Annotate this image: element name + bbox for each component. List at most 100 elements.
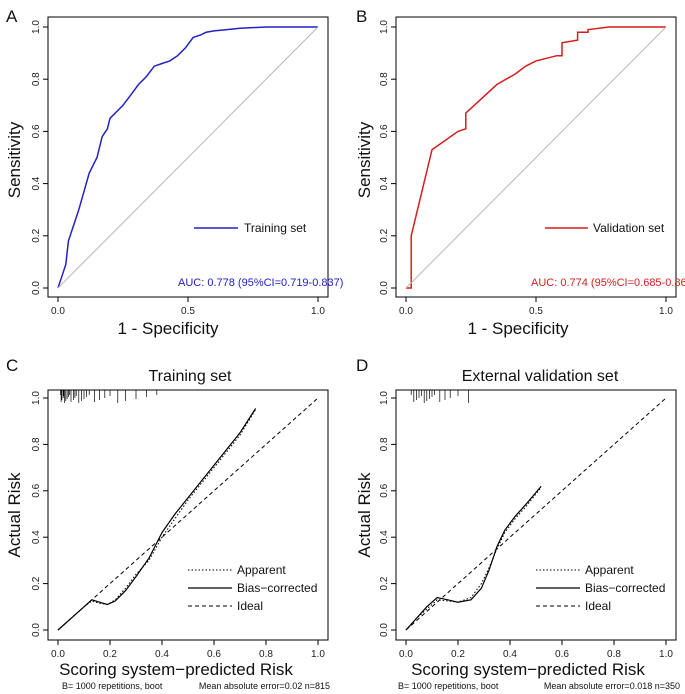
footnote-left: B= 1000 repetitions, boot xyxy=(398,681,499,691)
y-tick-label: 0.8 xyxy=(31,437,42,451)
curves xyxy=(57,26,319,289)
legend-label-bias-corrected: Bias−corrected xyxy=(237,581,317,595)
x-ticks: 0.0 0.2 0.4 0.6 0.8 1.0 xyxy=(399,640,673,660)
x-tick-label: 1.0 xyxy=(311,649,325,660)
footnote-right: Mean absolute error=0.02 n=815 xyxy=(199,681,330,691)
y-tick-label: 0.4 xyxy=(379,530,390,544)
footnote-right: Mean absolute error=0.018 n=350 xyxy=(544,681,680,691)
apparent-line xyxy=(405,486,542,631)
chart-title: External validation set xyxy=(462,368,619,385)
legend-label: Training set xyxy=(244,221,307,235)
y-tick-label: 0.2 xyxy=(379,228,390,242)
bias-corrected-line xyxy=(57,408,257,631)
bias-corrected-line xyxy=(405,485,542,631)
y-tick-label: 0.2 xyxy=(31,228,42,242)
y-tick-label: 0.4 xyxy=(31,176,42,190)
ideal-line xyxy=(405,397,667,631)
x-axis-label: 1 - Specificity xyxy=(467,319,569,338)
x-tick-label: 1.0 xyxy=(311,306,325,317)
legend-label-ideal: Ideal xyxy=(237,599,263,613)
y-axis-label: Actual Risk xyxy=(355,472,374,558)
y-tick-label: 1.0 xyxy=(379,391,390,405)
y-ticks: 0.0 0.2 0.4 0.6 0.8 1.0 xyxy=(31,20,48,295)
x-tick-label: 0.8 xyxy=(259,649,273,660)
auc-annotation: AUC: 0.774 (95%CI=0.685-0.863) xyxy=(531,277,685,289)
y-tick-label: 0.6 xyxy=(31,124,42,138)
x-tick-label: 0.0 xyxy=(399,649,413,660)
panel-d: D External validation set 0.00.20.40.60.… xyxy=(355,356,680,691)
y-tick-label: 0.8 xyxy=(31,72,42,86)
x-tick-label: 0.8 xyxy=(607,649,621,660)
y-tick-label: 0.8 xyxy=(379,72,390,86)
roc-curve xyxy=(57,26,318,289)
x-tick-label: 1.0 xyxy=(659,649,673,660)
y-axis-label: Sensitivity xyxy=(355,121,374,198)
y-tick-label: 0.4 xyxy=(31,530,42,544)
panel-label-a: A xyxy=(6,7,18,26)
y-tick-label: 0.2 xyxy=(379,576,390,590)
x-tick-label: 0.2 xyxy=(451,649,465,660)
y-ticks: 0.0 0.2 0.4 0.6 0.8 1.0 xyxy=(31,391,48,637)
x-ticks: 0.0 0.5 1.0 xyxy=(399,297,673,317)
rug xyxy=(410,390,469,403)
panel-b: B 0.0 0.2 0.4 0.6 0.8 1.0 0.0 0.5 1.0 1 - Speci… xyxy=(355,7,685,338)
y-tick-label: 0.0 xyxy=(379,623,390,637)
x-tick-label: 1.0 xyxy=(659,306,673,317)
curves xyxy=(405,397,667,631)
x-ticks: 0.0 0.2 0.4 0.6 0.8 1.0 xyxy=(51,640,325,660)
plot-frame xyxy=(395,389,677,641)
x-ticks: 0.0 0.5 1.0 xyxy=(51,297,325,317)
y-axis-label: Actual Risk xyxy=(5,472,24,558)
legend-label-apparent: Apparent xyxy=(237,563,286,577)
panel-label-c: C xyxy=(6,356,18,375)
auc-annotation: AUC: 0.778 (95%CI=0.719-0.837) xyxy=(178,277,343,289)
roc-curve xyxy=(406,26,666,289)
legend-label-ideal: Ideal xyxy=(585,599,611,613)
x-tick-label: 0.6 xyxy=(555,649,569,660)
rug xyxy=(60,390,158,403)
legend-label-bias-corrected: Bias−corrected xyxy=(585,581,665,595)
panel-a: A 0.0 0.2 0.4 0.6 0.8 1.0 0.0 0.5 1.0 1 - Speci… xyxy=(5,7,343,338)
x-tick-label: 0.5 xyxy=(529,306,543,317)
x-axis-label: Scoring system−predicted Risk xyxy=(411,660,645,679)
y-tick-label: 0.6 xyxy=(379,483,390,497)
y-tick-label: 0.8 xyxy=(379,437,390,451)
x-tick-label: 0.5 xyxy=(181,306,195,317)
reference-diagonal xyxy=(57,26,319,289)
y-tick-label: 0.6 xyxy=(31,483,42,497)
x-tick-label: 0.0 xyxy=(51,649,65,660)
y-tick-label: 1.0 xyxy=(379,20,390,34)
y-axis-label: Sensitivity xyxy=(5,121,24,198)
y-tick-label: 1.0 xyxy=(31,20,42,34)
y-tick-label: 0.2 xyxy=(31,576,42,590)
footnote-left: B= 1000 repetitions, boot xyxy=(62,681,163,691)
panel-label-d: D xyxy=(356,356,368,375)
x-tick-label: 0.4 xyxy=(503,649,517,660)
x-tick-label: 0.0 xyxy=(51,306,65,317)
y-tick-label: 0.4 xyxy=(379,176,390,190)
y-ticks: 0.0 0.2 0.4 0.6 0.8 1.0 xyxy=(379,391,396,637)
apparent-line xyxy=(57,409,257,631)
x-tick-label: 0.0 xyxy=(399,306,413,317)
panel-label-b: B xyxy=(356,7,367,26)
y-tick-label: 0.0 xyxy=(31,281,42,295)
y-tick-label: 1.0 xyxy=(31,391,42,405)
x-tick-label: 0.4 xyxy=(155,649,169,660)
reference-diagonal xyxy=(405,26,667,289)
chart-title: Training set xyxy=(149,368,233,385)
plot-frame xyxy=(47,389,329,641)
x-axis-label: 1 - Specificity xyxy=(117,319,219,338)
curves xyxy=(405,26,667,289)
curves xyxy=(57,397,319,631)
x-axis-label: Scoring system−predicted Risk xyxy=(59,660,293,679)
y-tick-label: 0.6 xyxy=(379,124,390,138)
y-tick-label: 0.0 xyxy=(31,623,42,637)
legend-label: Validation set xyxy=(593,221,665,235)
y-tick-label: 0.0 xyxy=(379,281,390,295)
ideal-line xyxy=(57,397,319,631)
panel-c: C Training set 0.0 0.2 0.4 0.6 0.8 1.0 0.0 0.2… xyxy=(5,356,330,691)
y-ticks: 0.0 0.2 0.4 0.6 0.8 1.0 xyxy=(379,20,396,295)
x-tick-label: 0.2 xyxy=(103,649,117,660)
x-tick-label: 0.6 xyxy=(207,649,221,660)
